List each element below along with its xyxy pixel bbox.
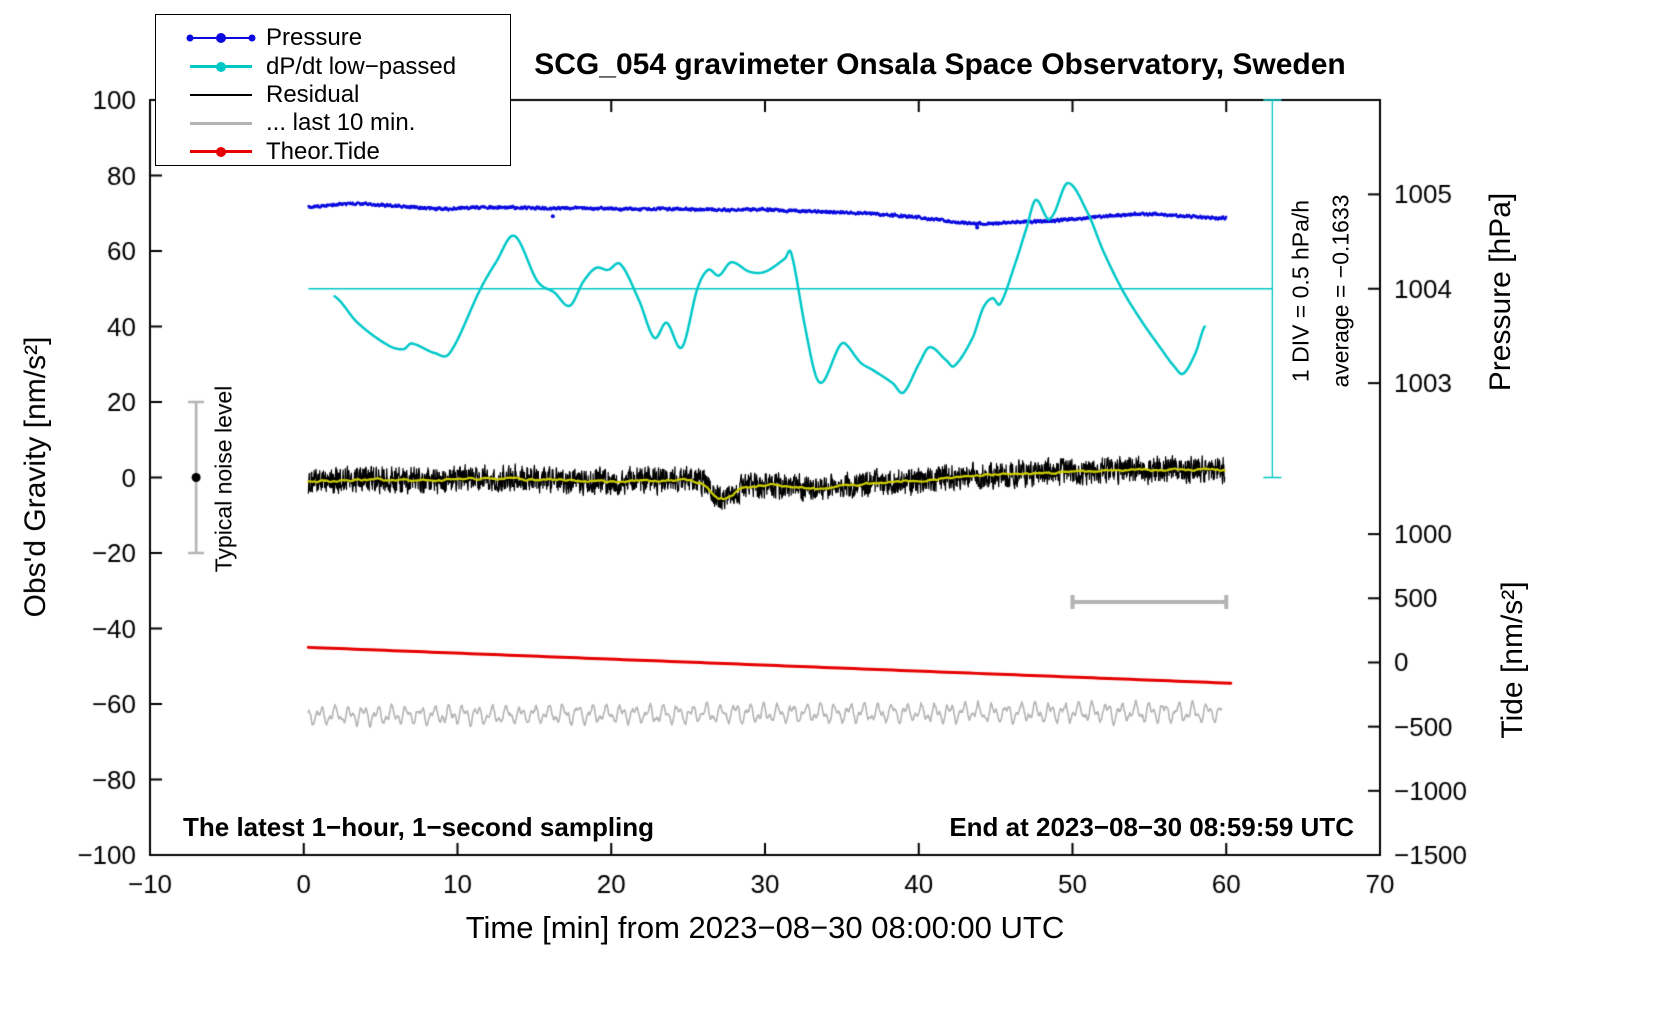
legend-label: Residual <box>266 80 360 108</box>
legend-item: Pressure <box>156 24 510 52</box>
legend-marker-dot <box>248 34 256 42</box>
y-axis-label-tide: Tide [nm/s²] <box>1496 581 1529 739</box>
legend-marker <box>190 146 252 157</box>
y-axis-label-gravity: Obs'd Gravity [nm/s²] <box>19 336 52 618</box>
legend-label: ... last 10 min. <box>266 109 416 137</box>
legend-label: dP/dt low−passed <box>266 52 457 80</box>
legend-marker <box>190 122 252 125</box>
legend-marker-dot <box>186 34 194 42</box>
legend-marker-dot <box>216 146 226 157</box>
chart-title: SCG_054 gravimeter Onsala Space Observat… <box>534 48 1346 81</box>
legend-item: dP/dt low−passed <box>156 52 510 80</box>
legend-marker-dot <box>216 61 226 72</box>
legend-label: Pressure <box>266 24 363 52</box>
legend-item: Theor.Tide <box>156 138 510 166</box>
legend-marker <box>190 61 252 72</box>
sampling-note: The latest 1−hour, 1−second sampling <box>183 812 655 842</box>
legend-marker-dot <box>216 33 226 44</box>
x-axis-label: Time [min] from 2023−08−30 08:00:00 UTC <box>465 910 1065 945</box>
legend-item: Residual <box>156 81 510 109</box>
average-value-label: average = −0.1633 <box>1327 194 1354 388</box>
legend-marker <box>190 93 252 97</box>
legend: Pressure dP/dt low−passed Residual... last… <box>155 14 511 166</box>
end-time-note: End at 2023−08−30 08:59:59 UTC <box>949 812 1354 842</box>
y-axis-label-pressure: Pressure [hPa] <box>1484 192 1517 392</box>
legend-item: ... last 10 min. <box>156 109 510 137</box>
typical-noise-level-label: Typical noise level <box>210 385 237 573</box>
legend-marker <box>186 33 256 44</box>
legend-label: Theor.Tide <box>266 137 380 165</box>
div-scale-label: 1 DIV = 0.5 hPa/h <box>1287 199 1314 383</box>
